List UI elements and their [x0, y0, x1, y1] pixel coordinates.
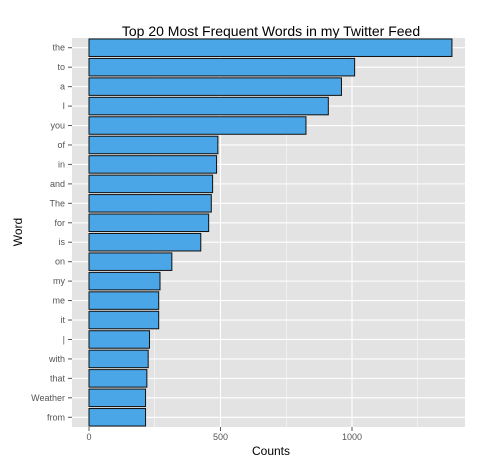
x-tick-label: 0: [86, 432, 91, 442]
y-tick-label: a: [60, 82, 65, 92]
y-tick-label: from: [47, 412, 65, 422]
bar-10: [88, 232, 202, 252]
bar-12: [88, 271, 161, 291]
y-tick-label: me: [52, 296, 65, 306]
bar-6: [88, 155, 218, 174]
y-tick-label: I: [62, 101, 65, 111]
y-tick-label: my: [53, 276, 65, 286]
y-tick-label: the: [52, 43, 65, 53]
bar-11: [88, 252, 173, 271]
bar-15: [88, 330, 150, 349]
y-tick-label: |: [63, 334, 65, 344]
bar-16: [88, 349, 149, 369]
bar-13: [88, 291, 160, 310]
x-tick-label: 500: [213, 432, 228, 442]
y-tick-label: that: [50, 373, 66, 383]
chart-title: Top 20 Most Frequent Words in my Twitter…: [122, 23, 420, 39]
y-tick-label: is: [59, 237, 66, 247]
bar-8: [88, 194, 212, 213]
y-tick-label: The: [49, 198, 65, 208]
bar-19: [88, 408, 147, 427]
bar-4: [88, 116, 307, 135]
bar-18: [88, 388, 147, 408]
x-axis: 0 500 1000: [86, 427, 362, 442]
plot-panel: [72, 38, 465, 427]
y-tick-label: you: [50, 121, 65, 131]
y-tick-label: for: [54, 218, 65, 228]
y-tick-label: it: [61, 315, 66, 325]
y-tick-label: to: [57, 62, 65, 72]
bar-0: [88, 38, 453, 57]
bar-7: [88, 174, 214, 194]
bar-3: [88, 96, 329, 116]
bar-14: [88, 310, 160, 330]
bar-5: [88, 135, 219, 155]
bar-9: [88, 213, 210, 233]
x-tick-label: 1000: [342, 432, 362, 442]
bar-17: [88, 369, 148, 388]
y-axis-title: Word: [11, 218, 25, 246]
y-tick-label: and: [50, 179, 65, 189]
bar-1: [88, 57, 356, 77]
x-axis-title: Counts: [252, 444, 290, 458]
y-tick-label: in: [58, 159, 65, 169]
y-tick-label: on: [55, 257, 65, 267]
y-tick-label: of: [57, 140, 65, 150]
y-tick-label: Weather: [31, 393, 65, 403]
bar-2: [88, 77, 342, 96]
y-tick-label: with: [48, 354, 65, 364]
bars: [88, 38, 453, 427]
